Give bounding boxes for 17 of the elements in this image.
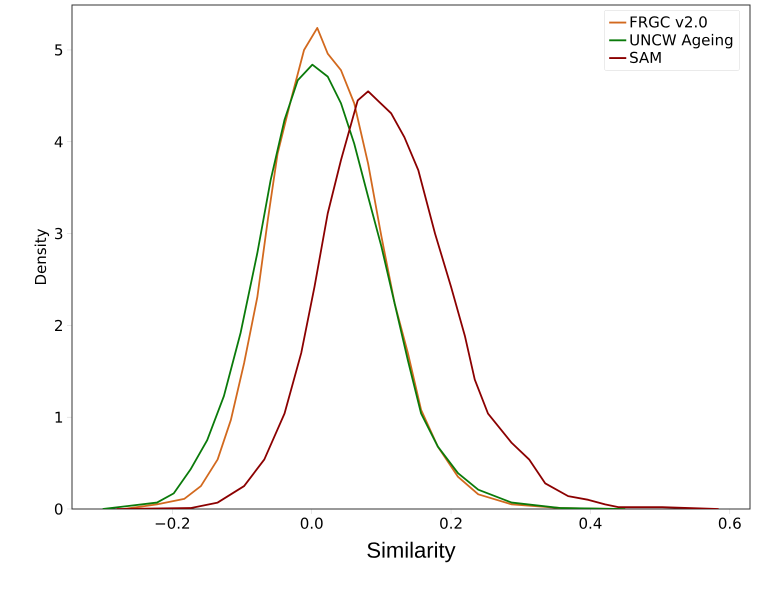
- x-tick-label: 0.4: [579, 518, 602, 529]
- x-tick-label: 0.6: [718, 518, 741, 529]
- y-tick-label: 1: [56, 412, 62, 423]
- legend-label: FRGC v2.0: [630, 16, 707, 28]
- y-axis-title: Density: [34, 228, 50, 284]
- y-tick-label: 5: [55, 44, 62, 56]
- legend-label: SAM: [630, 52, 661, 64]
- y-tick-label: 0: [54, 503, 62, 515]
- y-tick-label: 4: [54, 136, 63, 148]
- x-tick-label: 0.2: [440, 518, 462, 529]
- x-tick-label: 0.0: [300, 518, 323, 529]
- y-tick-label: 3: [55, 228, 62, 240]
- y-tick-label: 2: [55, 320, 62, 331]
- x-axis-title: Similarity: [367, 542, 456, 562]
- legend-label: UNCW Ageing: [630, 34, 732, 48]
- line-series: [116, 90, 720, 509]
- x-tick-label: −0.2: [156, 518, 190, 529]
